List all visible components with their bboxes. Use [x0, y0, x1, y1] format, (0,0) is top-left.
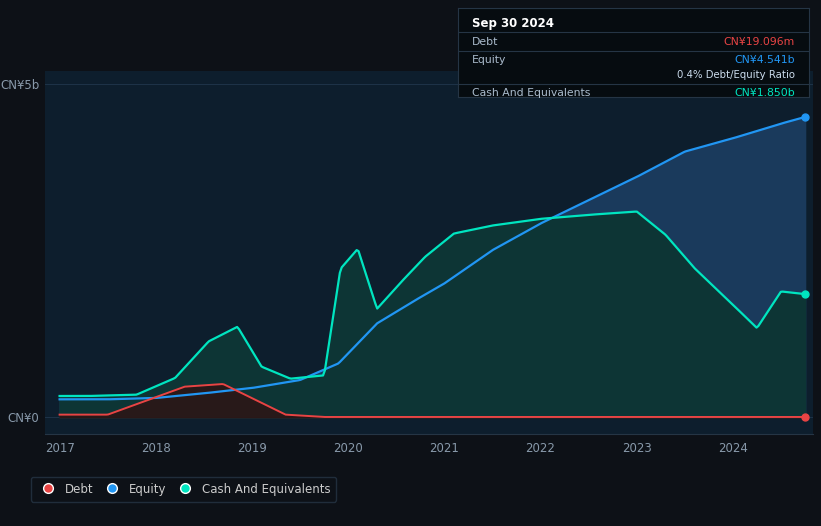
- Legend: Debt, Equity, Cash And Equivalents: Debt, Equity, Cash And Equivalents: [30, 477, 337, 502]
- Text: Cash And Equivalents: Cash And Equivalents: [472, 88, 590, 98]
- Text: Equity: Equity: [472, 55, 507, 65]
- Text: Sep 30 2024: Sep 30 2024: [472, 17, 554, 30]
- Text: Debt: Debt: [472, 36, 498, 46]
- Text: CN¥19.096m: CN¥19.096m: [723, 36, 795, 46]
- Text: 0.4% Debt/Equity Ratio: 0.4% Debt/Equity Ratio: [677, 70, 795, 80]
- Text: CN¥4.541b: CN¥4.541b: [734, 55, 795, 65]
- Text: CN¥1.850b: CN¥1.850b: [734, 88, 795, 98]
